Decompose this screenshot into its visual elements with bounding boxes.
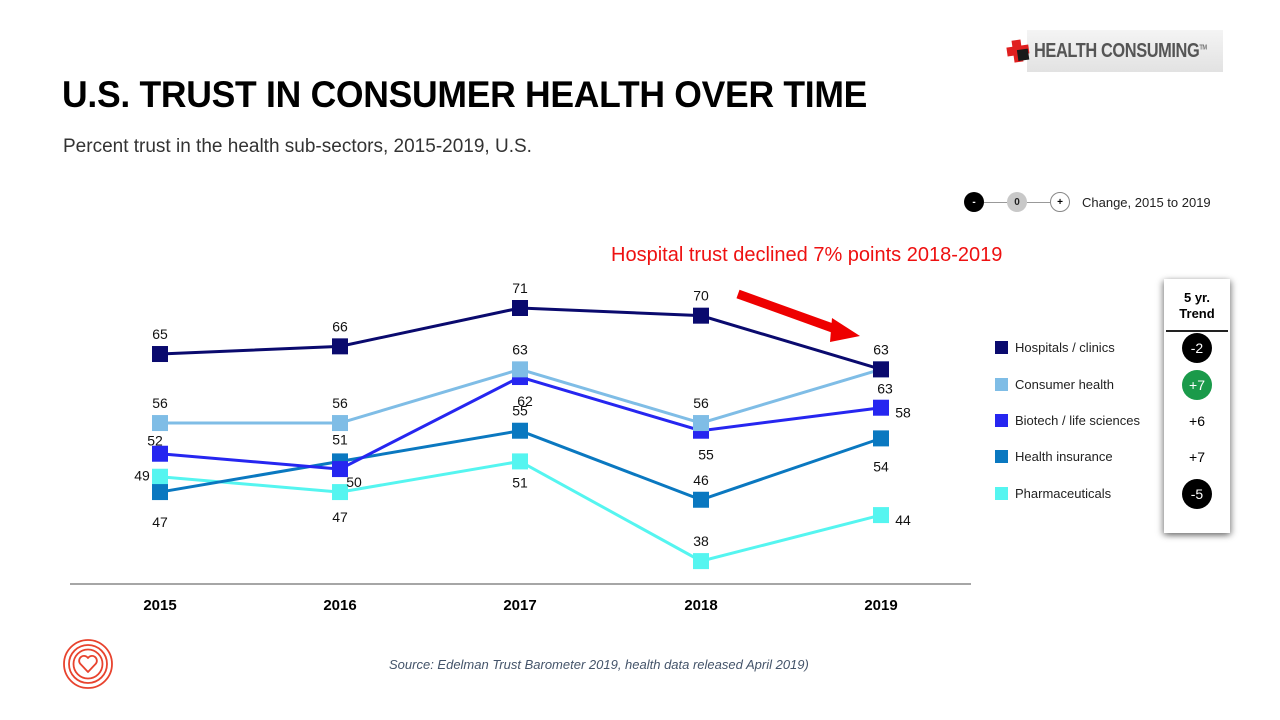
series-markers xyxy=(152,300,889,570)
page-title: U.S. TRUST IN CONSUMER HEALTH OVER TIME xyxy=(62,74,868,115)
data-point-marker xyxy=(693,553,709,570)
trend-value-pharmaceuticals: -5 xyxy=(1182,479,1212,509)
change-legend-label: Change, 2015 to 2019 xyxy=(1082,194,1211,210)
health-consuming-logo: HEALTH CONSUMINGTM xyxy=(1006,30,1223,72)
data-point-marker xyxy=(332,338,348,355)
five-year-trend-panel: 5 yr. Trend -2 +7 +6 +7 -5 xyxy=(1164,279,1230,533)
data-label: 56 xyxy=(693,395,709,411)
trend-value-health-insurance: +7 xyxy=(1189,449,1205,465)
data-label: 63 xyxy=(877,380,893,396)
medical-cross-icon xyxy=(1006,39,1030,63)
data-label: 51 xyxy=(512,474,528,490)
trend-value-biotech: +6 xyxy=(1189,413,1205,429)
hospital-decline-annotation: Hospital trust declined 7% points 2018-2… xyxy=(611,244,1003,266)
data-label: 51 xyxy=(332,431,348,447)
legend-connector xyxy=(1027,201,1050,203)
data-label: 66 xyxy=(332,318,348,334)
x-tick-label: 2017 xyxy=(503,597,536,614)
data-point-marker xyxy=(152,468,168,485)
neutral-change-dot: 0 xyxy=(1007,192,1027,212)
x-tick-label: 2016 xyxy=(323,597,356,614)
data-label: 49 xyxy=(134,468,150,484)
data-point-marker xyxy=(152,346,168,363)
data-point-marker xyxy=(693,491,709,508)
data-label: 58 xyxy=(895,405,911,421)
legend-item-consumer-health: Consumer health xyxy=(995,377,1114,392)
legend-swatch xyxy=(995,378,1008,391)
legend-item-health-insurance: Health insurance xyxy=(995,449,1113,464)
legend-item-biotech: Biotech / life sciences xyxy=(995,413,1140,428)
data-point-marker xyxy=(512,453,528,470)
data-label: 44 xyxy=(895,512,911,528)
data-point-marker xyxy=(332,415,348,432)
legend-swatch xyxy=(995,341,1008,354)
data-label: 63 xyxy=(873,341,889,357)
data-label: 46 xyxy=(693,472,709,488)
data-point-marker xyxy=(512,361,528,378)
data-point-marker xyxy=(512,300,528,316)
red-arrow-icon xyxy=(736,289,860,342)
data-point-marker xyxy=(693,415,709,432)
x-tick-label: 2015 xyxy=(143,597,176,614)
logo-text: HEALTH CONSUMINGTM xyxy=(1033,39,1207,62)
data-label: 62 xyxy=(517,393,533,409)
data-label: 56 xyxy=(332,395,348,411)
data-label: 50 xyxy=(346,474,362,490)
data-point-marker xyxy=(332,484,348,501)
data-label: 47 xyxy=(332,509,348,525)
data-point-marker xyxy=(873,399,889,416)
data-label: 52 xyxy=(147,433,163,449)
data-label: 47 xyxy=(152,514,168,530)
data-label: 38 xyxy=(693,533,709,549)
data-label: 56 xyxy=(152,395,168,411)
data-point-marker xyxy=(873,507,889,524)
trend-value-consumer-health: +7 xyxy=(1182,370,1212,400)
data-label: 63 xyxy=(512,341,528,357)
data-label: 55 xyxy=(698,447,714,463)
trend-value-hospitals: -2 xyxy=(1182,333,1212,363)
positive-change-dot: + xyxy=(1050,192,1070,212)
concentric-heart-icon xyxy=(62,638,114,690)
legend-item-pharmaceuticals: Pharmaceuticals xyxy=(995,486,1111,501)
x-tick-label: 2019 xyxy=(864,597,897,614)
data-point-marker xyxy=(332,461,348,478)
data-point-marker xyxy=(152,415,168,432)
source-citation: Source: Edelman Trust Barometer 2019, he… xyxy=(389,657,809,672)
page-subtitle: Percent trust in the health sub-sectors,… xyxy=(63,136,532,157)
data-label: 54 xyxy=(873,458,889,474)
data-point-marker xyxy=(873,361,889,378)
data-point-marker xyxy=(873,430,889,447)
trend-divider xyxy=(1166,330,1228,332)
series-line-0 xyxy=(159,306,882,371)
data-point-marker xyxy=(152,445,168,462)
legend-swatch xyxy=(995,414,1008,427)
data-label: 71 xyxy=(512,280,528,296)
legend-swatch xyxy=(995,450,1008,463)
data-point-marker xyxy=(512,422,528,439)
x-axis-ticks: 2015 2016 2017 2018 2019 xyxy=(143,597,897,614)
legend-swatch xyxy=(995,487,1008,500)
trend-header: 5 yr. Trend xyxy=(1179,290,1215,321)
data-point-marker xyxy=(693,307,709,324)
data-point-marker xyxy=(152,484,168,501)
negative-change-dot: - xyxy=(964,192,984,212)
legend-item-hospitals: Hospitals / clinics xyxy=(995,340,1115,355)
x-tick-label: 2018 xyxy=(684,597,717,614)
data-label: 55 xyxy=(512,403,528,419)
change-legend: - 0 + Change, 2015 to 2019 xyxy=(964,191,1211,213)
legend-connector xyxy=(984,201,1007,203)
data-label: 65 xyxy=(152,326,168,342)
data-label: 70 xyxy=(693,288,709,304)
